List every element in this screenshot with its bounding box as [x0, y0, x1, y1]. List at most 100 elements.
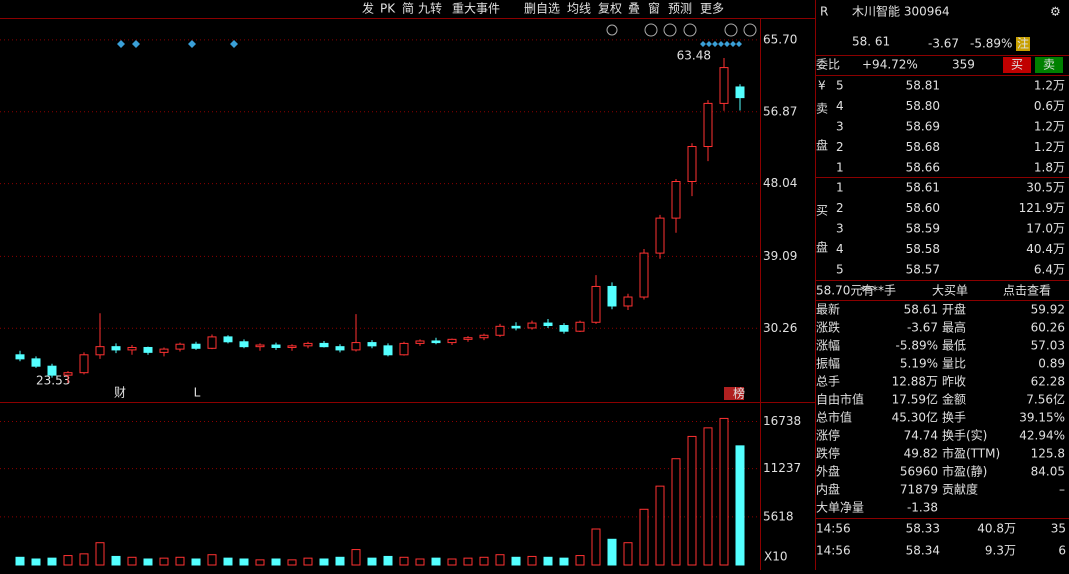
buy-button-label[interactable]: 买 [1011, 58, 1023, 72]
stat-label: 换手 [942, 411, 966, 425]
icon[interactable] [724, 23, 738, 37]
candle-body [47, 365, 57, 376]
level: 2 [836, 140, 844, 154]
candle-body [255, 344, 265, 348]
tick-count: 35 [1051, 522, 1066, 536]
toolbar-button[interactable]: 预测 [668, 2, 692, 16]
stat-value: 84.05 [1031, 465, 1065, 479]
price: 58. 61 [852, 35, 890, 49]
level: 4 [836, 242, 844, 256]
stat-value: 49.82 [904, 447, 938, 461]
stat-label: 振幅 [816, 356, 840, 371]
toolbar-button[interactable]: 发 [362, 1, 374, 16]
icon[interactable] [663, 23, 677, 37]
toolbar-button[interactable]: 删自选 [524, 2, 560, 16]
volume-bar [287, 559, 297, 566]
volume-bar [15, 556, 25, 566]
stat-label: 自由市值 [816, 392, 864, 407]
stat-value: -1.38 [907, 501, 938, 515]
toolbar-button[interactable]: PK [380, 2, 396, 16]
volume-bar [559, 557, 569, 566]
toolbar-bg [0, 0, 815, 18]
big-order[interactable]: 点击查看 [1003, 284, 1051, 298]
volume-bar [463, 557, 473, 566]
toolbar-button[interactable]: 叠 [628, 2, 640, 16]
candle-body [223, 336, 233, 343]
candle-body [143, 346, 153, 353]
tick-time: 14:56 [816, 544, 851, 558]
volume-bar [255, 559, 265, 566]
candle-body [543, 322, 553, 327]
level: 1 [836, 181, 844, 195]
candle-body [575, 321, 585, 332]
tick-volume: 40.8万 [977, 522, 1016, 536]
candle-body [719, 67, 729, 104]
stat-label: 金额 [942, 392, 966, 407]
sell-button[interactable] [1035, 57, 1063, 73]
candle-body [351, 342, 361, 351]
sell-button-label[interactable]: 卖 [1043, 58, 1055, 72]
candle-body [207, 336, 217, 349]
stat-value: 7.56亿 [1026, 392, 1065, 407]
candle-body [559, 325, 569, 332]
candle-body [319, 342, 329, 348]
candle-body [31, 358, 41, 367]
level-volume: 30.5万 [1026, 181, 1065, 195]
buy-button[interactable] [1003, 57, 1031, 73]
level-price: 58.57 [906, 263, 940, 277]
level: 2 [836, 201, 844, 215]
stat-value: 5.19% [900, 357, 938, 371]
toolbar-button[interactable]: 重大事件 [452, 2, 500, 16]
volume-bar [335, 556, 345, 566]
icon[interactable] [606, 24, 618, 36]
volume-bar [367, 557, 377, 566]
volume-bar [143, 558, 153, 566]
toolbar-button[interactable]: 更多 [700, 2, 724, 16]
icon[interactable] [644, 23, 658, 37]
candle-body [271, 344, 281, 348]
toolbar-button[interactable]: 九转 [418, 1, 442, 16]
candle-body [703, 102, 713, 148]
volume-bar [639, 508, 649, 566]
candle-body [63, 372, 73, 376]
volume-bar [719, 417, 729, 566]
icon[interactable] [743, 23, 757, 37]
markers [117, 40, 742, 48]
candle-body [479, 334, 489, 339]
high-label: 63.48 [677, 49, 711, 63]
stat-value: 56960 [900, 465, 938, 479]
toolbar-button[interactable]: 均线 [567, 2, 591, 16]
candle-body [367, 342, 377, 347]
level-volume: 121.9万 [1019, 201, 1065, 215]
volume-bar [175, 556, 185, 566]
stat-value: 45.30亿 [892, 410, 938, 425]
candle-body [383, 345, 393, 356]
stat-value: 17.59亿 [892, 392, 938, 407]
y-tick-label: 65.70 [763, 32, 797, 46]
volume-bar [479, 556, 489, 566]
volume-bar [415, 558, 425, 566]
yen: ¥ [818, 79, 826, 93]
stat-label: 最低 [942, 339, 966, 353]
volume-bar [447, 558, 457, 566]
level-price: 58.66 [906, 161, 940, 175]
volume-bar [687, 435, 697, 566]
weibi: +94.72% [862, 58, 918, 72]
tag-bg [1016, 37, 1030, 51]
icon[interactable] [683, 23, 697, 37]
stat-value: 60.26 [1031, 321, 1065, 335]
volume-bar [735, 445, 745, 566]
toolbar-button[interactable]: 复权 [598, 2, 622, 16]
level: 3 [836, 222, 844, 236]
stat-label: 涨幅 [816, 338, 840, 353]
toolbar-button[interactable]: 简 [402, 2, 414, 16]
stat-value: 71879 [900, 483, 938, 497]
volume-bar [79, 553, 89, 566]
label: 委比 [816, 58, 840, 72]
stat-value: – [1059, 483, 1065, 497]
candle-body [591, 285, 601, 323]
volume-bar [159, 557, 169, 566]
toolbar-button[interactable]: 窗 [648, 2, 660, 16]
